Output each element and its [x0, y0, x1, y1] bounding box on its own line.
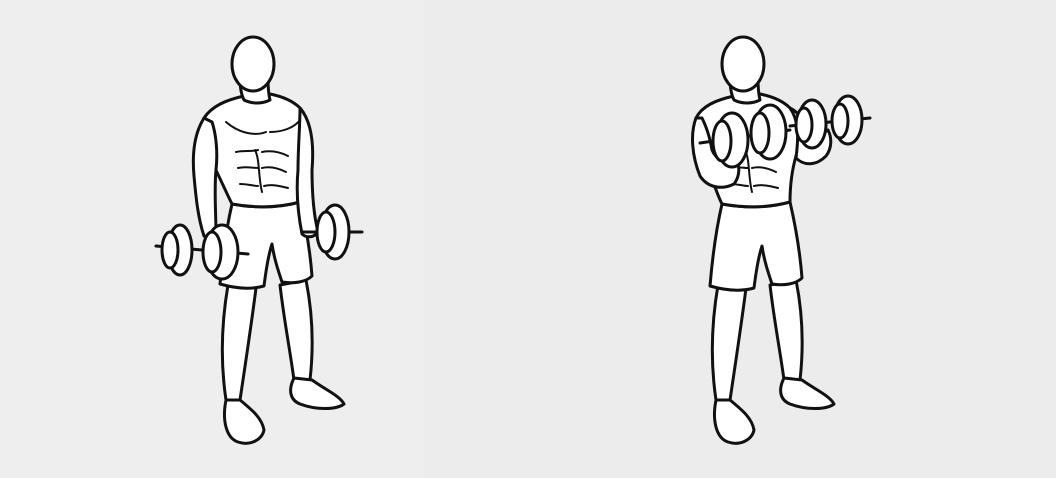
- right-figure-left-arm: [691, 116, 741, 189]
- left-figure-right-arm: [295, 106, 320, 239]
- right-figure-left-leg: [710, 283, 748, 408]
- right-figure-right-leg: [768, 278, 804, 386]
- figure-start-position: [154, 35, 364, 445]
- right-figure-left-foot: [713, 398, 756, 445]
- left-figure-left-leg: [220, 283, 258, 408]
- left-figure-dumbbell-left: [154, 223, 250, 281]
- left-figure-right-leg: [278, 278, 314, 386]
- left-figure-right-foot: [289, 376, 346, 410]
- left-figure-head: [230, 35, 276, 93]
- right-figure-head: [720, 35, 766, 93]
- right-figure-dumbbell-left: [698, 103, 792, 169]
- right-figure-dumbbell-right: [788, 94, 872, 150]
- figure-end-position: [691, 35, 872, 445]
- left-figure-left-arm: [191, 116, 219, 241]
- right-figure-shorts: [708, 200, 804, 292]
- left-figure-left-foot: [223, 398, 266, 445]
- right-figure-right-foot: [779, 376, 836, 410]
- left-figure-dumbbell-right: [300, 203, 364, 261]
